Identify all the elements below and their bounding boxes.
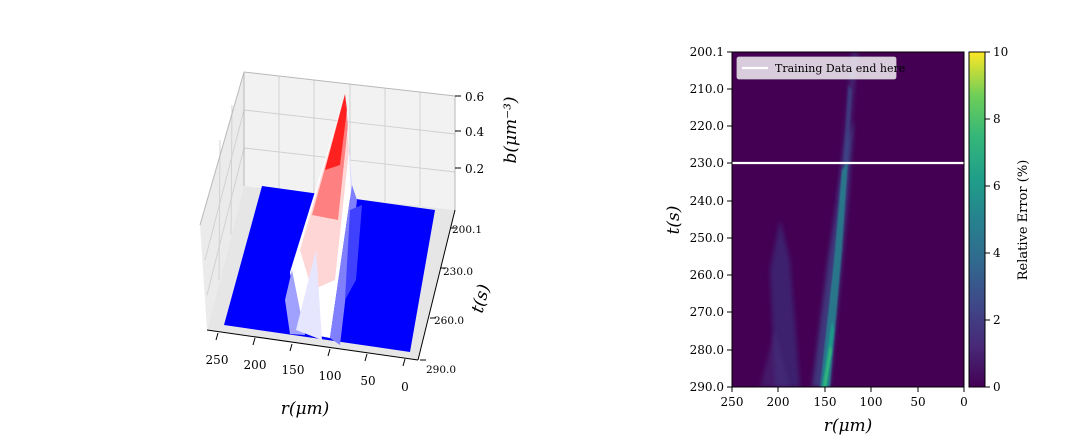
r-tick-label: 100	[860, 395, 883, 409]
t-tick-label: 290.0	[690, 380, 724, 394]
t-tick-label: 210.0	[690, 82, 724, 96]
colorbar-tick-label: 6	[993, 179, 1001, 193]
r-tick-3d: 0	[401, 380, 409, 394]
legend-box	[736, 56, 897, 80]
colorbar-tick-label: 4	[993, 246, 1001, 260]
back-wall-grid	[243, 76, 456, 206]
left-wall-pane	[200, 72, 244, 330]
z-axis-tick-labels-3d: 0.6 0.4 0.2	[465, 90, 484, 176]
t-tick-3d: 260.0	[434, 315, 464, 327]
r-tick-label: 0	[960, 395, 968, 409]
r-tick-3d: 100	[319, 369, 342, 383]
colorbar-gradient	[968, 51, 986, 388]
r-axis-tick-labels-3d: 250 200 150 100 50 0	[206, 353, 409, 394]
back-wall-pane	[244, 72, 455, 210]
t-tick-label: 220.0	[690, 119, 724, 133]
t-axis-label: t(s)	[664, 206, 684, 235]
t-tick-3d: 200.1	[452, 224, 482, 236]
t-axis-tick-labels: 200.1 210.0 220.0 230.0 240.0 250.0 260.…	[690, 45, 724, 394]
heatmap-plot: Training Data end here 200.1 210.0 220.0…	[664, 45, 1031, 436]
colorbar-tick-label: 8	[993, 112, 1001, 126]
t-tick-label: 260.0	[690, 268, 724, 282]
r-tick-3d: 50	[360, 374, 375, 388]
colorbar-tick-labels: 0 2 4 6 8 10	[993, 45, 1008, 394]
r-tick-label: 50	[910, 395, 925, 409]
r-axis-tick-labels: 250 200 150 100 50 0	[721, 395, 968, 409]
colorbar-tick-label: 2	[993, 313, 1001, 327]
t-tick-label: 200.1	[690, 45, 724, 59]
colorbar: 0 2 4 6 8 10 Relative Error (%)	[968, 45, 1031, 394]
r-tick-3d: 200	[244, 358, 267, 372]
t-tick-label: 250.0	[690, 231, 724, 245]
r-axis-ticks-3d	[215, 332, 406, 367]
colorbar-tick-label: 0	[993, 380, 1001, 394]
colorbar-label: Relative Error (%)	[1016, 160, 1031, 281]
r-tick-label: 200	[767, 395, 790, 409]
surface-plot: 250 200 150 100 50 0 r(μm) 200.1 230.0 2…	[199, 71, 521, 419]
r-axis-label: r(μm)	[824, 416, 873, 436]
t-tick-label: 280.0	[690, 343, 724, 357]
t-tick-label: 240.0	[690, 194, 724, 208]
left-wall-grid	[204, 104, 245, 296]
r-tick-label: 150	[814, 395, 837, 409]
r-tick-3d: 250	[206, 353, 229, 367]
t-tick-label: 230.0	[690, 156, 724, 170]
front-axis-edges	[206, 209, 456, 361]
t-tick-3d: 230.0	[443, 266, 473, 278]
legend: Training Data end here	[736, 56, 905, 80]
z-axis-label-3d: b(μm⁻³)	[501, 96, 521, 163]
t-tick-3d: 290.0	[426, 364, 456, 376]
z-tick-3d: 0.4	[465, 125, 484, 139]
legend-label: Training Data end here	[775, 62, 905, 75]
heatmap-frame	[731, 51, 965, 388]
z-tick-3d: 0.2	[465, 162, 484, 176]
colorbar-tick-label: 10	[993, 45, 1008, 59]
colorbar-ticks	[985, 51, 990, 388]
t-axis-label-3d: t(s)	[468, 282, 495, 315]
r-tick-3d: 150	[282, 363, 305, 377]
t-axis-ticks-3d	[420, 227, 456, 361]
t-axis-ticks	[727, 51, 732, 388]
t-tick-label: 270.0	[690, 305, 724, 319]
r-tick-label: 250	[721, 395, 744, 409]
z-axis-ticks-3d	[455, 95, 461, 169]
pane-edges	[199, 71, 456, 226]
t-axis-tick-labels-3d: 200.1 230.0 260.0 290.0	[426, 224, 482, 376]
r-axis-label-3d: r(μm)	[281, 399, 330, 419]
surface-peak	[285, 94, 362, 345]
r-axis-ticks	[731, 387, 965, 392]
z-tick-3d: 0.6	[465, 90, 484, 104]
